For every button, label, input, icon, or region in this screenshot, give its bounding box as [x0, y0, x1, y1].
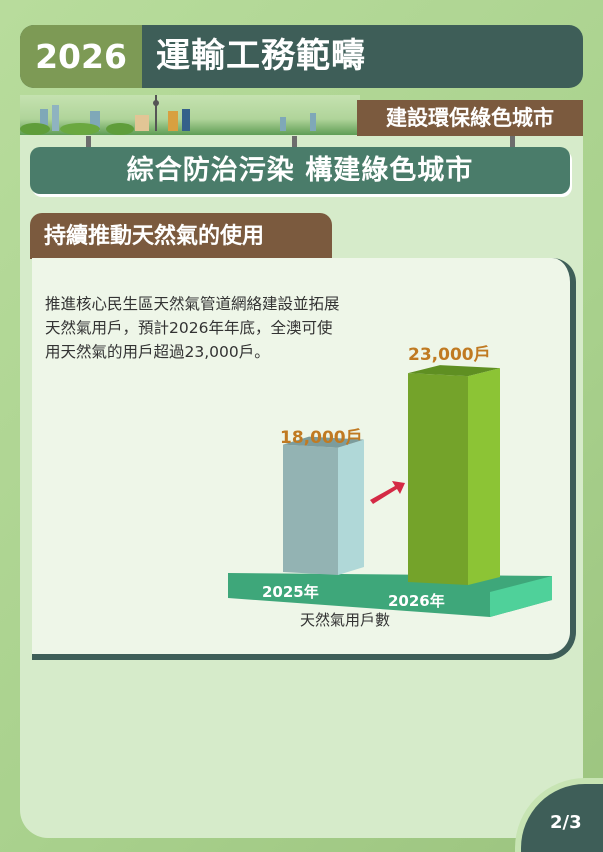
x-tick-label: 2025年	[262, 583, 319, 601]
bar-top	[408, 365, 500, 377]
header-year: 2026	[20, 25, 142, 88]
description-text: 推進核心民生區天然氣管道網絡建設並拓展天然氣用戶，預計2026年年底，全澳可使用…	[45, 295, 340, 361]
bar-front	[283, 444, 338, 575]
bar-side	[338, 439, 364, 575]
skyline-illustration	[20, 95, 316, 135]
section-title: 持續推動天然氣的使用	[30, 213, 332, 259]
x-tick-label: 2026年	[388, 592, 445, 610]
banner-post	[86, 136, 91, 148]
bar-top	[283, 436, 364, 448]
banner-post	[292, 136, 297, 148]
bar-front	[408, 373, 468, 585]
page-indicator: 2/3	[550, 812, 582, 833]
increase-arrow-icon	[370, 481, 405, 504]
bar-side	[468, 368, 500, 585]
category-tag: 建設環保綠色城市	[357, 100, 583, 136]
data-label: 18,000戶	[280, 427, 363, 448]
chart-base-side	[490, 576, 552, 617]
city-skyline-image	[20, 95, 360, 135]
subtitle-banner: 綜合防治污染 構建綠色城市	[30, 147, 570, 194]
header-banner: 2026 運輸工務範疇	[20, 25, 583, 88]
banner-post	[510, 136, 515, 148]
data-label: 23,000戶	[408, 344, 491, 365]
header-title: 運輸工務範疇	[156, 36, 366, 76]
x-axis-label: 天然氣用戶數	[300, 611, 390, 629]
